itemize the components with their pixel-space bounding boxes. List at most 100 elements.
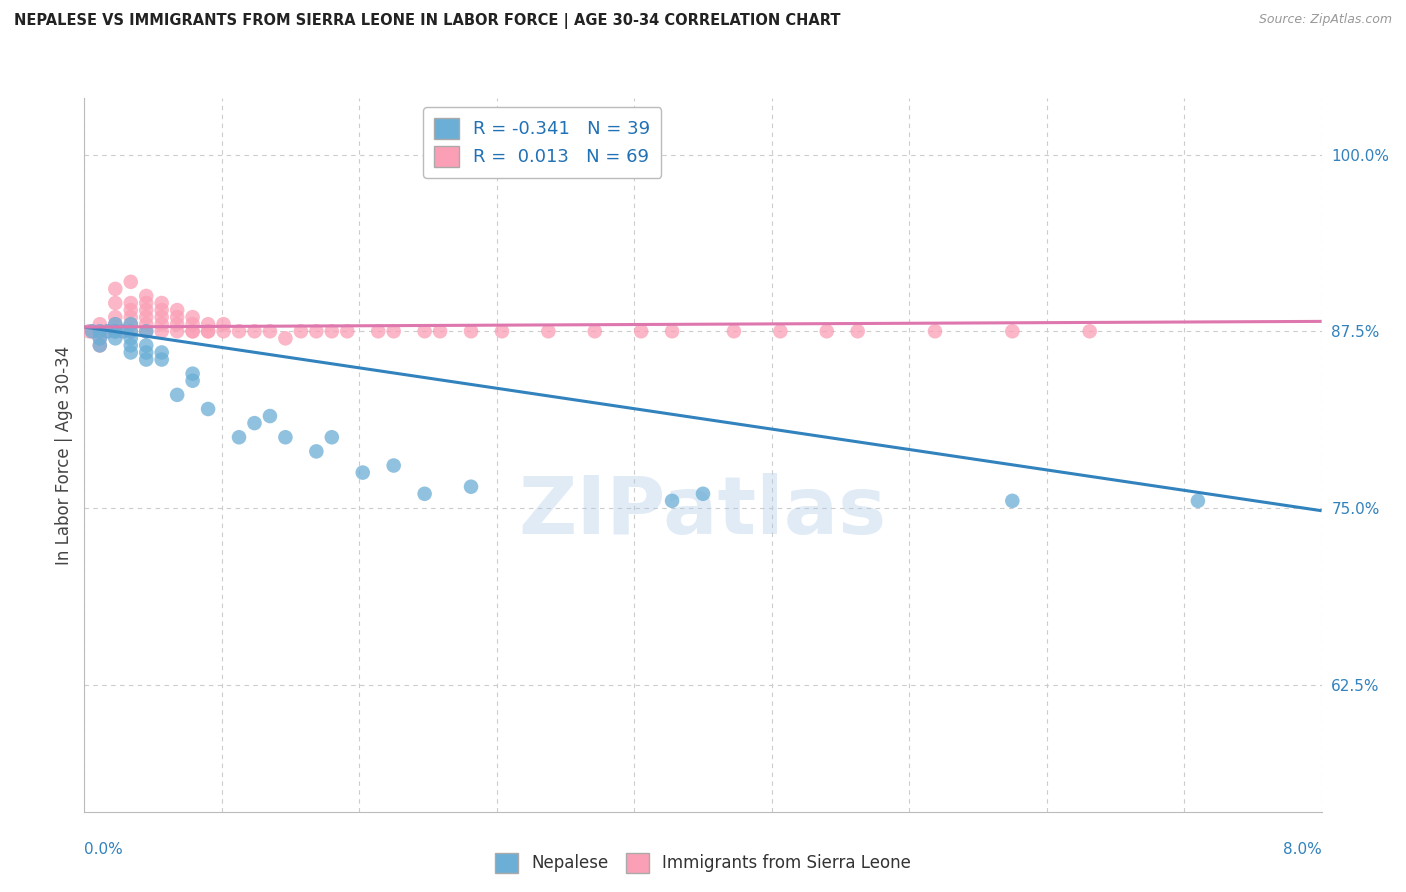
Point	[104, 331, 127, 345]
Point	[630, 324, 652, 338]
Point	[166, 310, 188, 325]
Y-axis label: In Labor Force | Age 30-34: In Labor Force | Age 30-34	[55, 345, 73, 565]
Point	[429, 324, 451, 338]
Point	[120, 296, 142, 310]
Point	[89, 324, 111, 338]
Point	[112, 324, 135, 338]
Text: 8.0%: 8.0%	[1282, 842, 1322, 857]
Point	[82, 324, 104, 338]
Point	[413, 487, 436, 501]
Point	[692, 487, 714, 501]
Point	[104, 317, 127, 331]
Point	[104, 324, 127, 338]
Point	[181, 324, 204, 338]
Point	[1001, 493, 1024, 508]
Point	[212, 324, 235, 338]
Point	[336, 324, 359, 338]
Point	[104, 324, 127, 338]
Point	[89, 331, 111, 345]
Point	[228, 430, 250, 444]
Point	[661, 493, 683, 508]
Point	[89, 324, 111, 338]
Point	[135, 324, 157, 338]
Point	[120, 317, 142, 331]
Point	[274, 430, 297, 444]
Point	[150, 324, 173, 338]
Point	[228, 324, 250, 338]
Point	[150, 310, 173, 325]
Point	[89, 324, 111, 338]
Point	[491, 324, 513, 338]
Point	[104, 310, 127, 325]
Point	[120, 324, 142, 338]
Point	[460, 324, 482, 338]
Point	[104, 296, 127, 310]
Point	[150, 303, 173, 318]
Point	[120, 331, 142, 345]
Point	[181, 374, 204, 388]
Point	[135, 324, 157, 338]
Point	[166, 317, 188, 331]
Point	[135, 310, 157, 325]
Point	[290, 324, 312, 338]
Point	[815, 324, 838, 338]
Point	[77, 324, 100, 338]
Point	[197, 324, 219, 338]
Point	[197, 317, 219, 331]
Point	[1078, 324, 1101, 338]
Point	[112, 324, 135, 338]
Point	[104, 282, 127, 296]
Point	[104, 324, 127, 338]
Text: NEPALESE VS IMMIGRANTS FROM SIERRA LEONE IN LABOR FORCE | AGE 30-34 CORRELATION : NEPALESE VS IMMIGRANTS FROM SIERRA LEONE…	[14, 13, 841, 29]
Legend: R = -0.341   N = 39, R =  0.013   N = 69: R = -0.341 N = 39, R = 0.013 N = 69	[423, 107, 661, 178]
Point	[89, 331, 111, 345]
Text: Source: ZipAtlas.com: Source: ZipAtlas.com	[1258, 13, 1392, 27]
Point	[382, 458, 405, 473]
Point	[259, 409, 281, 423]
Point	[181, 317, 204, 331]
Point	[89, 338, 111, 352]
Point	[120, 275, 142, 289]
Point	[135, 303, 157, 318]
Point	[769, 324, 792, 338]
Point	[537, 324, 560, 338]
Point	[197, 324, 219, 338]
Point	[166, 303, 188, 318]
Point	[135, 289, 157, 303]
Point	[1187, 493, 1209, 508]
Point	[89, 317, 111, 331]
Point	[197, 402, 219, 417]
Point	[150, 352, 173, 367]
Point	[135, 338, 157, 352]
Point	[723, 324, 745, 338]
Point	[212, 317, 235, 331]
Point	[120, 317, 142, 331]
Point	[181, 310, 204, 325]
Legend: Nepalese, Immigrants from Sierra Leone: Nepalese, Immigrants from Sierra Leone	[488, 847, 918, 880]
Point	[135, 345, 157, 359]
Point	[460, 480, 482, 494]
Point	[150, 345, 173, 359]
Point	[166, 324, 188, 338]
Point	[82, 324, 104, 338]
Point	[661, 324, 683, 338]
Text: ZIPatlas: ZIPatlas	[519, 473, 887, 551]
Point	[243, 324, 266, 338]
Point	[96, 324, 120, 338]
Point	[150, 317, 173, 331]
Point	[321, 430, 343, 444]
Point	[583, 324, 606, 338]
Point	[120, 338, 142, 352]
Point	[89, 338, 111, 352]
Point	[305, 444, 328, 458]
Text: 0.0%: 0.0%	[84, 842, 124, 857]
Point	[181, 367, 204, 381]
Point	[1001, 324, 1024, 338]
Point	[305, 324, 328, 338]
Point	[274, 331, 297, 345]
Point	[120, 303, 142, 318]
Point	[120, 345, 142, 359]
Point	[846, 324, 869, 338]
Point	[135, 317, 157, 331]
Point	[382, 324, 405, 338]
